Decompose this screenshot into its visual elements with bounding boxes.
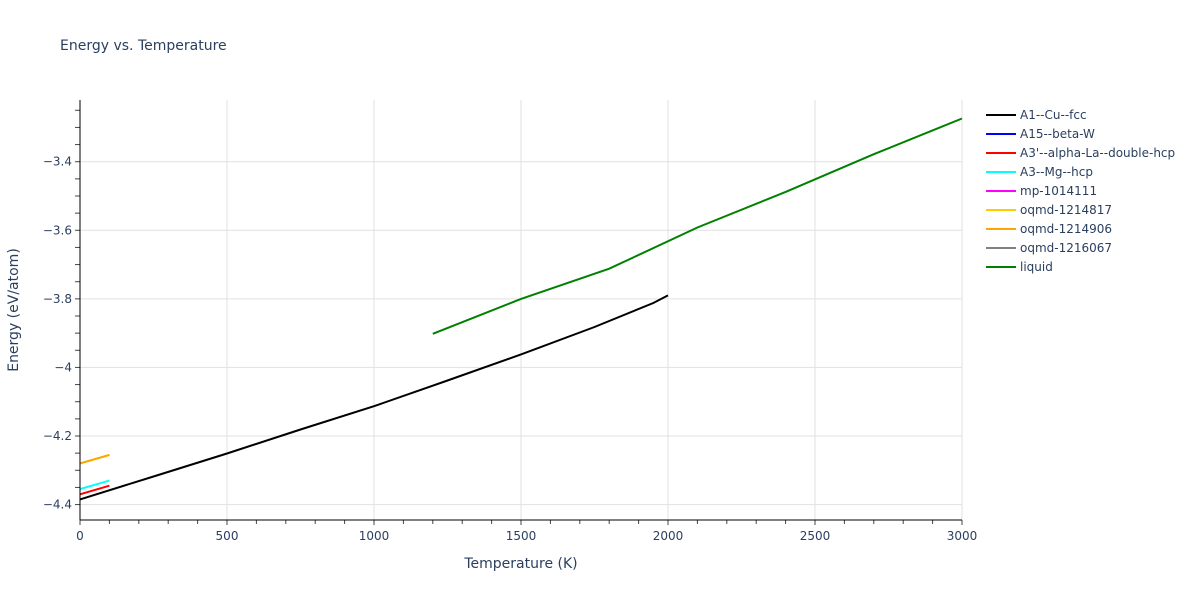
series-line — [79, 453, 110, 465]
series-line — [79, 294, 669, 501]
legend-label: A1--Cu--fcc — [1020, 108, 1087, 122]
legend-label: oqmd-1214817 — [1020, 203, 1112, 217]
x-tick-label: 1500 — [506, 529, 537, 543]
series-line — [432, 117, 963, 335]
x-tick-label: 2000 — [653, 529, 684, 543]
series-line — [79, 484, 110, 496]
legend-label: oqmd-1216067 — [1020, 241, 1112, 255]
legend-label: liquid — [1020, 260, 1053, 274]
legend-label: A3--Mg--hcp — [1020, 165, 1093, 179]
axes: 0 500 1000 1500 2000 2500 3000 −4.4 −4.2 −4 −3.8 −3… — [43, 100, 977, 543]
y-tick-label: −4 — [54, 360, 72, 374]
y-tick-label: −3.6 — [43, 223, 72, 237]
y-tick-label: −4.4 — [43, 498, 72, 512]
x-tick-label: 3000 — [947, 529, 978, 543]
legend-item[interactable]: A1--Cu--fcc — [986, 108, 1087, 122]
legend-label: A15--beta-W — [1020, 127, 1095, 141]
legend-item[interactable]: oqmd-1214906 — [986, 222, 1112, 236]
x-tick-label: 500 — [216, 529, 239, 543]
x-tick-label: 1000 — [359, 529, 390, 543]
legend-item[interactable]: A3--Mg--hcp — [986, 165, 1093, 179]
y-tick-label: −3.8 — [43, 292, 72, 306]
legend-label: oqmd-1214906 — [1020, 222, 1112, 236]
legend-label: mp-1014111 — [1020, 184, 1097, 198]
y-axis-title: Energy (eV/atom) — [6, 248, 22, 372]
y-tick-label: −4.2 — [43, 429, 72, 443]
chart-title: Energy vs. Temperature — [60, 38, 227, 54]
y-tick-label: −3.4 — [43, 155, 72, 169]
x-tick-label: 2500 — [800, 529, 831, 543]
legend: A1--Cu--fcc A15--beta-W A3'--alpha-La--dou… — [986, 108, 1175, 274]
legend-label: A3'--alpha-La--double-hcp — [1020, 146, 1175, 160]
x-axis-title: Temperature (K) — [463, 556, 577, 572]
legend-item[interactable]: oqmd-1216067 — [986, 241, 1112, 255]
plot-series — [79, 117, 963, 501]
legend-item[interactable]: oqmd-1214817 — [986, 203, 1112, 217]
legend-item[interactable]: mp-1014111 — [986, 184, 1097, 198]
grid-lines — [80, 100, 963, 520]
series-line — [79, 479, 110, 491]
x-tick-label: 0 — [76, 529, 84, 543]
legend-item[interactable]: A3'--alpha-La--double-hcp — [986, 146, 1175, 160]
legend-item[interactable]: liquid — [986, 260, 1053, 274]
legend-item[interactable]: A15--beta-W — [986, 127, 1095, 141]
